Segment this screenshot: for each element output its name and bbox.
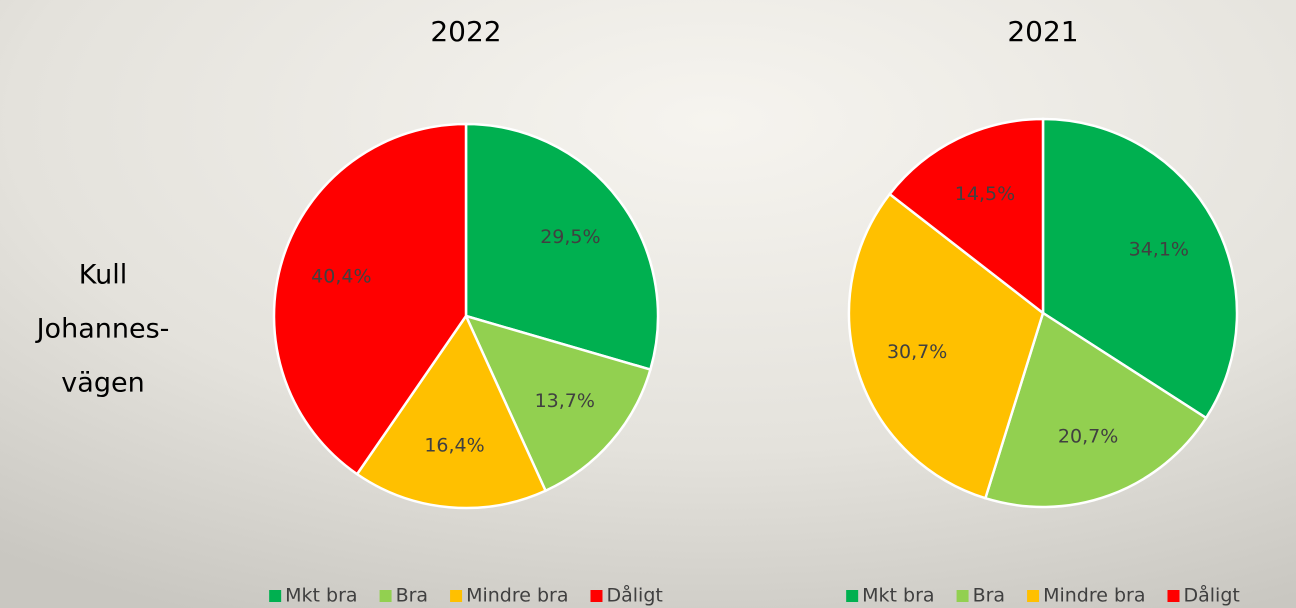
legend-label: Mindre bra	[466, 585, 568, 607]
data-label: 14,5%	[955, 183, 1015, 205]
legend-swatch	[269, 590, 281, 602]
legend-label: Dåligt	[1183, 584, 1239, 607]
legend-swatch	[380, 590, 392, 602]
data-label: 34,1%	[1129, 238, 1189, 260]
legend-swatch	[450, 590, 462, 602]
legend-label: Dåligt	[606, 584, 662, 607]
legend-swatch	[590, 590, 602, 602]
legend-swatch	[846, 590, 858, 602]
legend-label: Bra	[973, 585, 1006, 607]
data-label: 30,7%	[887, 341, 947, 363]
slide: Kull Johannes- vägen 2022 29,5% 13,7% 16,4%…	[0, 0, 1296, 608]
row-label: Johannes-	[35, 314, 170, 345]
data-label: 29,5%	[540, 226, 600, 248]
legend-label: Mkt bra	[285, 585, 357, 607]
legend-label: Bra	[396, 585, 429, 607]
data-label: 20,7%	[1058, 425, 1118, 447]
data-label: 16,4%	[424, 435, 484, 457]
chart-title: 2021	[1007, 15, 1078, 48]
legend-swatch	[1027, 590, 1039, 602]
legend-label: Mindre bra	[1043, 585, 1145, 607]
row-label: Kull	[79, 260, 127, 291]
row-label: vägen	[61, 368, 144, 399]
legend-swatch	[1167, 590, 1179, 602]
data-label: 40,4%	[311, 266, 371, 288]
data-label: 13,7%	[535, 390, 595, 412]
legend-label: Mkt bra	[862, 585, 934, 607]
legend-swatch	[957, 590, 969, 602]
chart-title: 2022	[430, 15, 501, 48]
